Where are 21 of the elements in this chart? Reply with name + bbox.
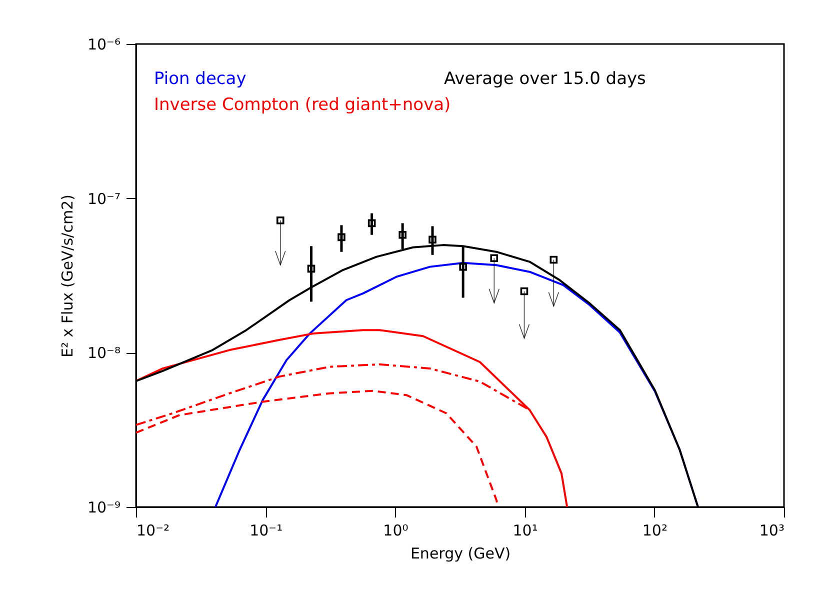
x-axis-title: Energy (GeV) xyxy=(410,544,511,562)
point xyxy=(398,230,406,239)
x-tick-label: 10³ xyxy=(759,522,784,540)
y-tick-label: 10⁻⁷ xyxy=(87,190,120,208)
y-tick-label: 10⁻⁹ xyxy=(87,498,120,516)
y-tick-label: 10⁻⁶ xyxy=(87,36,120,54)
point xyxy=(368,219,376,228)
text: Inverse Compton (red giant+nova) xyxy=(154,95,451,115)
x-tick-label: 10⁰ xyxy=(383,522,408,540)
text: Pion decay xyxy=(154,69,246,89)
x-tick-label: 10² xyxy=(642,522,668,540)
y-tick-label: 10⁻⁸ xyxy=(87,344,120,362)
y-axis-title: E² x Flux (GeV/s/cm2) xyxy=(58,194,76,358)
point xyxy=(459,262,467,271)
point xyxy=(307,264,316,273)
x-tick-label: 10¹ xyxy=(512,522,538,540)
point xyxy=(428,236,436,244)
x-tick-label: 10⁻² xyxy=(136,522,170,540)
annotation: Average over 15.0 days xyxy=(444,69,646,89)
x-tick-label: 10⁻¹ xyxy=(250,522,283,540)
point xyxy=(338,233,346,242)
